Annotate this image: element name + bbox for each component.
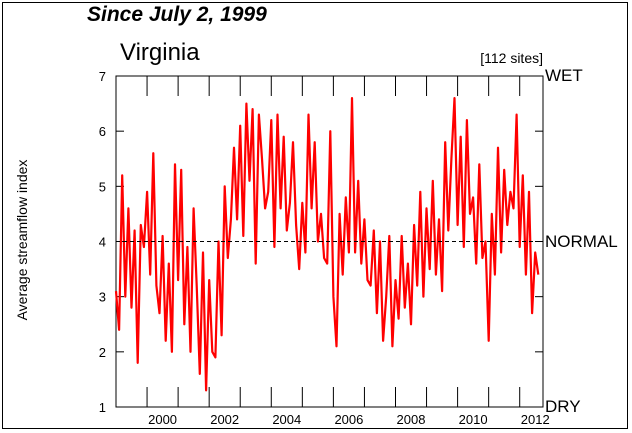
y-tick-label: 4 xyxy=(99,235,106,250)
y-tick-label: 7 xyxy=(99,69,106,84)
level-label-dry: DRY xyxy=(545,397,581,416)
x-tick-label: 2012 xyxy=(521,412,550,427)
y-tick-label: 5 xyxy=(99,179,106,194)
level-label-wet: WET xyxy=(545,66,583,85)
x-tick-label: 2004 xyxy=(272,412,301,427)
series-line-0 xyxy=(114,96,540,392)
y-tick-label: 2 xyxy=(99,345,106,360)
y-tick-label: 1 xyxy=(99,400,106,415)
sites-count-label: [112 sites] xyxy=(480,50,543,66)
x-tick-label: 2010 xyxy=(459,412,488,427)
chart-subtitle: Since July 2, 1999 xyxy=(87,3,267,26)
chart-title: Virginia xyxy=(120,39,200,66)
x-tick-label: 2006 xyxy=(334,412,363,427)
x-tick-label: 2008 xyxy=(397,412,426,427)
x-tick-label: 2002 xyxy=(210,412,239,427)
level-label-normal: NORMAL xyxy=(545,232,618,251)
y-tick-label: 3 xyxy=(99,290,106,305)
y-tick-label: 6 xyxy=(99,124,106,139)
x-tick-label: 2000 xyxy=(148,412,177,427)
